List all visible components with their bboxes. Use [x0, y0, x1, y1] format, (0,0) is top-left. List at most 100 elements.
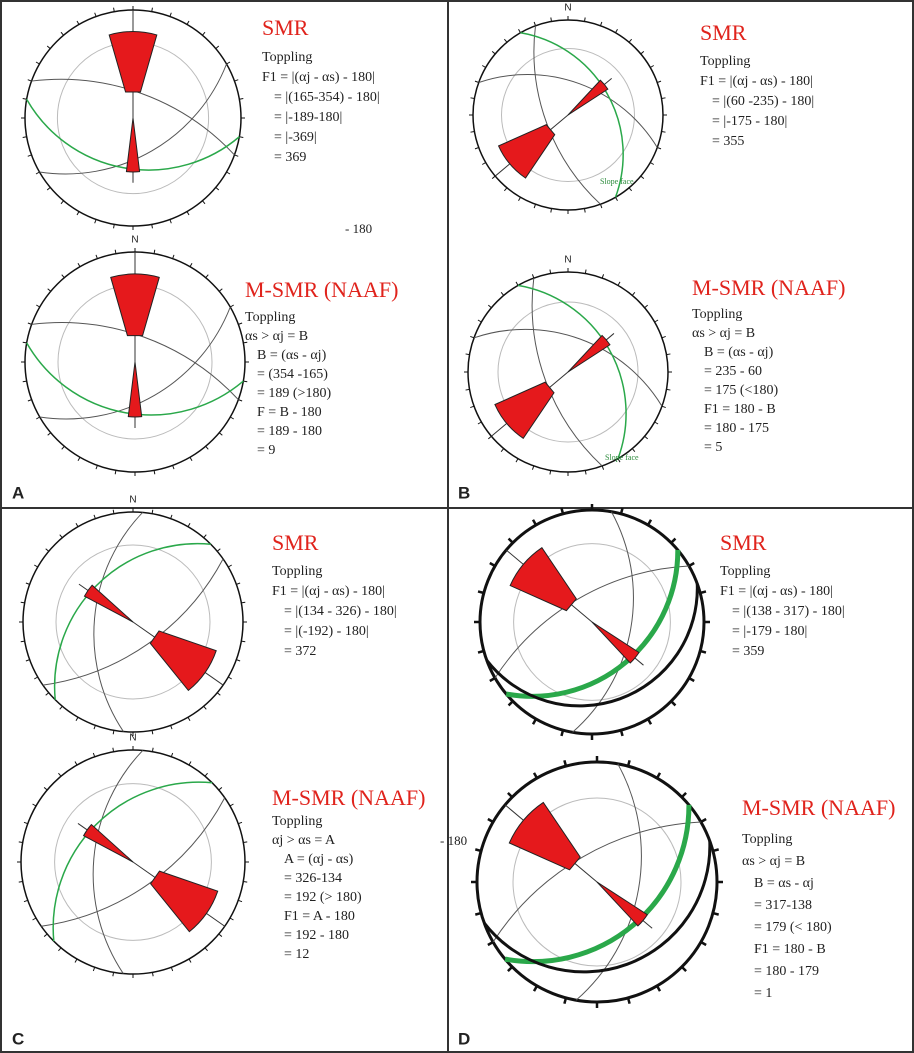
tick: [76, 20, 80, 25]
cone: [55, 544, 211, 700]
method-title: SMR: [272, 530, 319, 555]
formula-line: = 317-138: [754, 898, 812, 913]
tick: [61, 274, 65, 279]
formula-line: = 372: [284, 644, 316, 659]
formula-line: F1 = 180 - B: [754, 942, 826, 957]
tick: [151, 224, 153, 229]
tick: [46, 45, 51, 49]
tick: [203, 705, 207, 710]
tick: [700, 940, 707, 947]
formula-line: = 180 - 179: [754, 964, 819, 979]
great-circle: [42, 558, 224, 686]
tick: [112, 730, 115, 735]
method-title: M-SMR (NAAF): [692, 275, 845, 300]
tick: [58, 772, 62, 777]
tick: [712, 911, 720, 916]
tick: [189, 263, 193, 267]
tick: [563, 759, 568, 767]
tick: [34, 676, 38, 680]
great-circle: [485, 583, 699, 708]
panel-label: B: [458, 483, 470, 502]
formula-line: = |-175 - 180|: [712, 114, 787, 129]
wedge: [149, 870, 219, 933]
tick: [657, 147, 662, 150]
tick: [216, 548, 221, 552]
tick: [500, 292, 505, 296]
tick: [241, 640, 246, 643]
method-title: M-SMR (NAAF): [272, 785, 425, 810]
formula-line: Toppling: [742, 832, 792, 847]
method-title: SMR: [720, 530, 767, 555]
tick: [491, 50, 496, 55]
tick: [239, 98, 244, 100]
wedge: [83, 584, 134, 623]
great-circle: [531, 277, 603, 467]
tick: [533, 204, 536, 209]
tick: [229, 803, 234, 807]
tick: [93, 725, 96, 730]
tick: [170, 967, 174, 972]
tick: [503, 187, 508, 192]
note: - 180: [440, 833, 467, 848]
tick: [503, 38, 508, 43]
great-circle: [572, 511, 634, 733]
tick: [228, 676, 232, 680]
tick: [474, 848, 482, 853]
formula-line: F1 = 180 - B: [704, 402, 776, 417]
tick: [95, 465, 98, 470]
tick: [22, 136, 27, 138]
tick: [661, 405, 666, 409]
tick: [47, 288, 52, 292]
tick: [549, 269, 552, 274]
tick: [243, 380, 248, 383]
tick: [238, 322, 243, 325]
great-circle: [520, 31, 624, 198]
formula-line: Toppling: [272, 814, 322, 829]
formula-line: = |(134 - 326) - 180|: [284, 604, 397, 619]
formula-line: = 192 (> 180): [284, 890, 362, 905]
tick: [646, 718, 653, 725]
tick: [617, 281, 621, 286]
wedge: [494, 381, 555, 440]
tick: [487, 940, 494, 947]
tick: [477, 590, 485, 595]
tick: [60, 200, 64, 205]
tick: [170, 725, 173, 730]
formula-line: = |(60 -235) - 180|: [712, 94, 814, 109]
tick: [22, 98, 27, 100]
wedge: [82, 823, 134, 863]
tick: [23, 899, 28, 903]
tick: [477, 421, 482, 425]
tick: [114, 470, 117, 475]
wedge: [591, 621, 640, 664]
tick: [25, 582, 30, 585]
tick: [549, 470, 552, 475]
tick: [584, 269, 587, 274]
tick: [215, 187, 220, 191]
formula-line: αs > αj = B: [742, 854, 805, 869]
formula-line: F = B - 180: [257, 405, 322, 420]
tick: [189, 457, 193, 461]
tick: [236, 659, 241, 662]
tick: [151, 7, 153, 12]
north-label: N: [131, 235, 138, 246]
tick: [650, 162, 654, 165]
tick: [234, 79, 239, 82]
tick: [550, 17, 552, 22]
tick: [507, 792, 514, 799]
tick: [631, 448, 636, 452]
tick: [507, 537, 514, 544]
tick: [615, 29, 618, 33]
tick: [626, 759, 631, 767]
tick: [27, 322, 32, 325]
tick: [482, 65, 486, 68]
formula-line: Toppling: [700, 54, 750, 69]
great-circle: [52, 781, 213, 942]
formula-line: = (354 -165): [257, 367, 328, 382]
wedge: [508, 801, 581, 871]
tick: [518, 197, 521, 201]
great-circle: [483, 840, 712, 974]
tick: [58, 947, 62, 952]
tick: [169, 219, 172, 224]
